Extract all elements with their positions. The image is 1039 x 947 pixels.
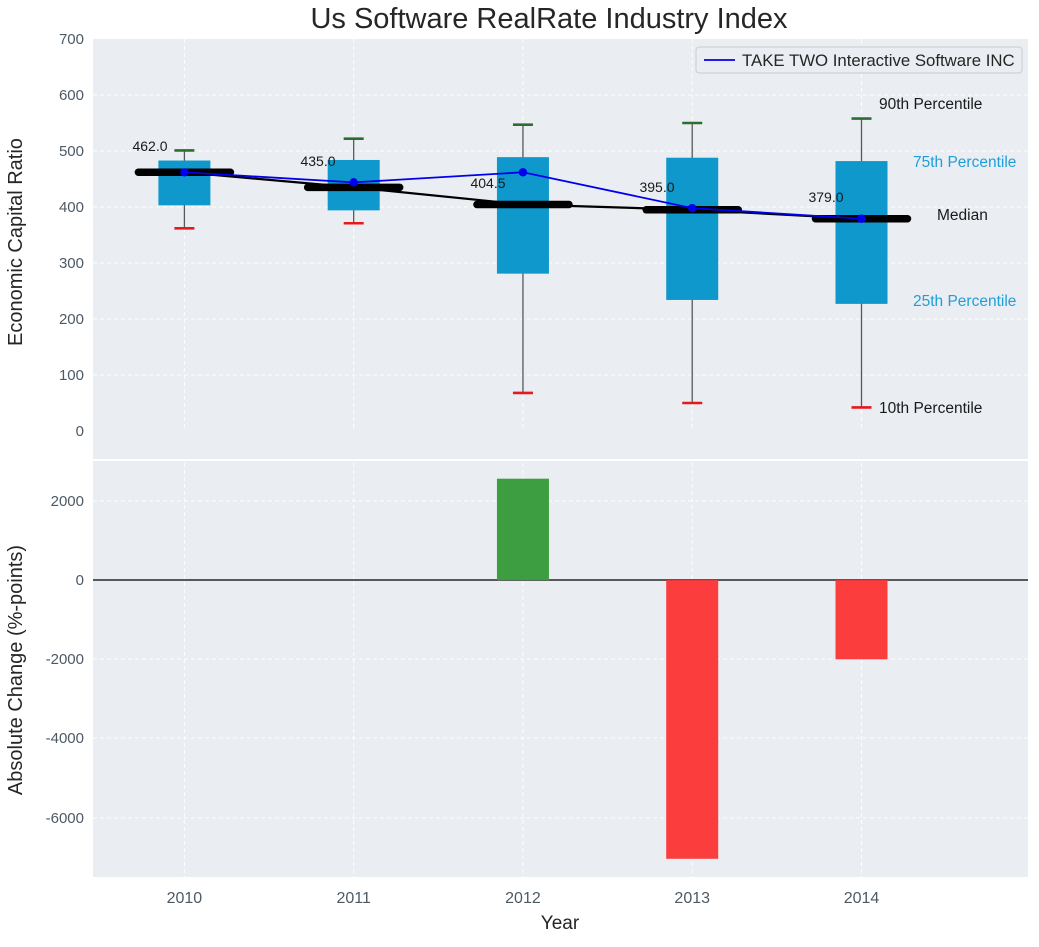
svg-text:-6000: -6000: [46, 810, 84, 827]
svg-text:TAKE TWO Interactive Software: TAKE TWO Interactive Software INC: [742, 51, 1015, 70]
svg-text:0: 0: [76, 572, 84, 589]
svg-text:700: 700: [59, 31, 84, 48]
svg-text:Median: Median: [937, 207, 988, 224]
svg-text:2011: 2011: [336, 890, 371, 907]
svg-text:2010: 2010: [167, 890, 203, 907]
svg-text:435.0: 435.0: [300, 153, 335, 169]
svg-text:Economic Capital Ratio: Economic Capital Ratio: [5, 138, 27, 346]
svg-text:Absolute Change (%-points): Absolute Change (%-points): [5, 545, 27, 795]
svg-text:Us Software RealRate Industry: Us Software RealRate Industry Index: [310, 3, 788, 35]
svg-text:2000: 2000: [51, 493, 84, 510]
svg-text:462.0: 462.0: [132, 138, 167, 154]
svg-text:Year: Year: [541, 913, 580, 934]
svg-text:90th Percentile: 90th Percentile: [879, 96, 982, 113]
svg-text:2013: 2013: [674, 890, 710, 907]
svg-text:300: 300: [59, 255, 84, 272]
svg-text:600: 600: [59, 87, 84, 104]
svg-text:-4000: -4000: [46, 730, 84, 747]
svg-text:500: 500: [59, 143, 84, 160]
svg-text:100: 100: [59, 367, 84, 384]
svg-text:25th Percentile: 25th Percentile: [913, 293, 1016, 310]
svg-text:0: 0: [76, 423, 84, 440]
svg-text:379.0: 379.0: [808, 189, 843, 205]
svg-text:2014: 2014: [844, 890, 880, 907]
svg-text:395.0: 395.0: [639, 179, 674, 195]
svg-text:75th Percentile: 75th Percentile: [913, 154, 1016, 171]
svg-text:2012: 2012: [505, 890, 541, 907]
svg-text:10th Percentile: 10th Percentile: [879, 400, 982, 417]
svg-text:-2000: -2000: [46, 651, 84, 668]
svg-text:404.5: 404.5: [470, 175, 505, 191]
svg-text:400: 400: [59, 199, 84, 216]
svg-text:200: 200: [59, 311, 84, 328]
